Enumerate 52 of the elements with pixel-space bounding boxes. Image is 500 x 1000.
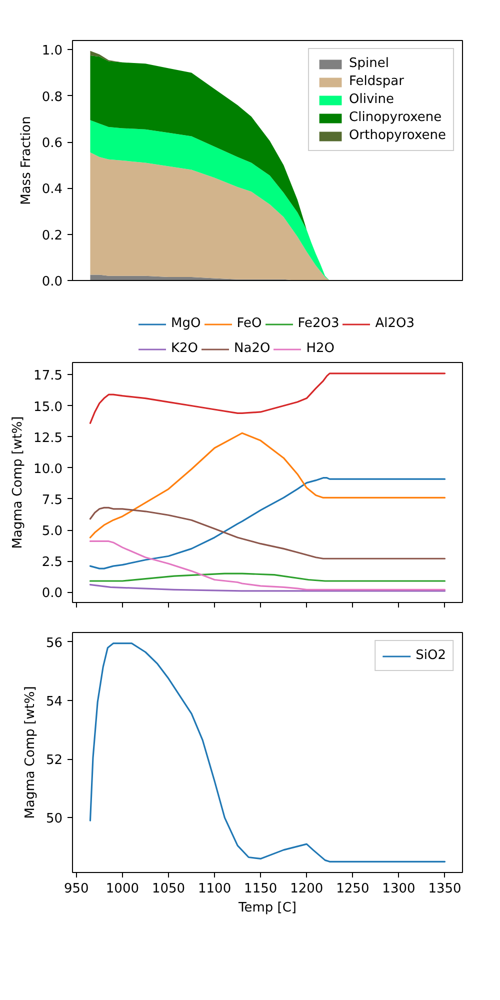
y-tick-label: 0.8 xyxy=(42,90,63,105)
x-tick-label: 1150 xyxy=(244,882,278,896)
y-tick-label: 0.0 xyxy=(42,586,63,602)
x-tick-label: 950 xyxy=(64,882,89,896)
legend-label: Al2O3 xyxy=(375,316,415,331)
line-series xyxy=(89,432,446,538)
y-tick-label: 15.0 xyxy=(34,400,63,415)
x-tick-label: 1000 xyxy=(106,882,140,896)
y-tick-label: 10.0 xyxy=(34,462,63,477)
y-tick-label: 0.6 xyxy=(42,136,63,152)
y-tick-label: 17.5 xyxy=(34,368,63,384)
x-tick-label: 1200 xyxy=(290,882,324,896)
x-tick-label: 1350 xyxy=(428,882,462,896)
legend-label: Spinel xyxy=(349,56,389,71)
line-series xyxy=(89,584,446,592)
line-series xyxy=(89,477,446,570)
legend-label: Orthopyroxene xyxy=(349,128,446,143)
y-tick-label: 2.5 xyxy=(42,555,63,570)
x-tick-label: 1300 xyxy=(382,882,416,896)
y-tick-label: 54 xyxy=(46,694,63,710)
y-tick-label: 50 xyxy=(46,812,63,827)
legend-label: Clinopyroxene xyxy=(349,110,442,125)
line-series xyxy=(89,572,446,582)
y-tick-label: 52 xyxy=(46,753,63,768)
legend-label: H2O xyxy=(306,341,335,356)
y-tick-label: 0.0 xyxy=(42,274,63,290)
legend-label: MgO xyxy=(171,316,201,331)
legend-label: Olivine xyxy=(349,92,394,107)
legend-label: FeO xyxy=(236,316,262,331)
x-axis-title: Temp [C] xyxy=(238,900,296,916)
y-tick-label: 5.0 xyxy=(42,524,63,540)
y-tick-label: 0.4 xyxy=(42,182,63,198)
legend-label: Fe2O3 xyxy=(298,316,340,331)
y-tick-label: 56 xyxy=(46,636,63,651)
y-tick-label: 0.2 xyxy=(42,228,63,244)
line-series xyxy=(89,642,446,862)
y-tick-label: 1.0 xyxy=(42,44,63,59)
legend-label: K2O xyxy=(171,341,198,356)
y-axis-title: Magma Comp [wt%] xyxy=(22,686,38,819)
y-tick-label: 7.5 xyxy=(42,492,63,508)
x-tick-label: 1050 xyxy=(152,882,186,896)
y-tick-label: 12.5 xyxy=(34,430,63,446)
y-axis-title: Magma Comp [wt%] xyxy=(10,416,26,549)
legend-label: Na2O xyxy=(234,341,270,356)
legend-label: Feldspar xyxy=(349,74,404,89)
line-series xyxy=(89,506,446,560)
legend-label: SiO2 xyxy=(416,648,446,663)
line-series xyxy=(89,540,446,590)
y-axis-title: Mass Fraction xyxy=(18,116,34,205)
line-series xyxy=(89,372,446,424)
x-tick-label: 1100 xyxy=(198,882,232,896)
x-tick-label: 1250 xyxy=(336,882,370,896)
